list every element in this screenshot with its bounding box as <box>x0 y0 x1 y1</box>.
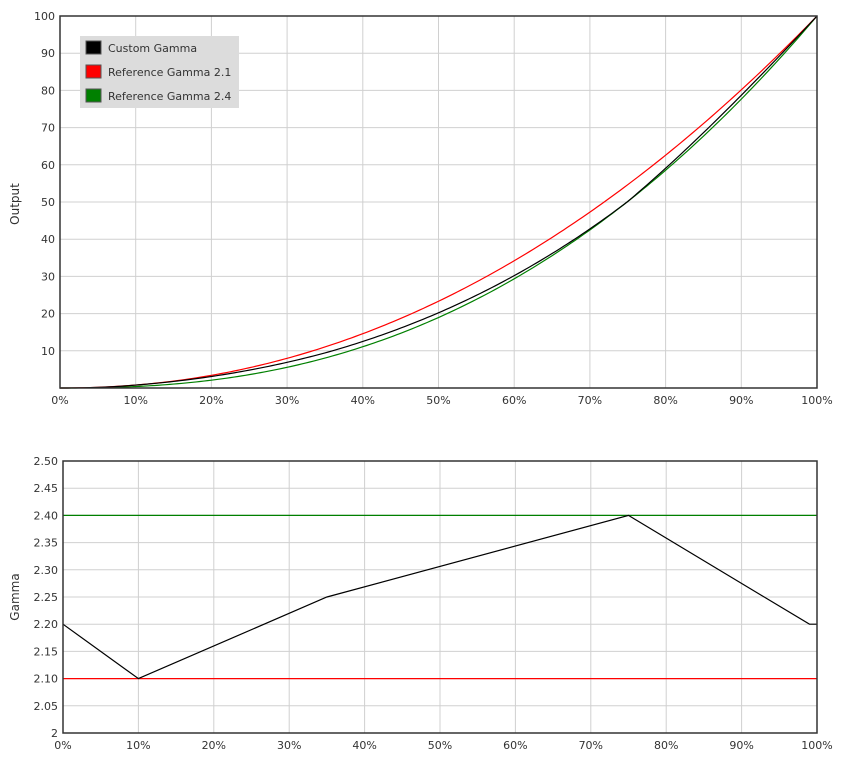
gamma-y-tick-label: 2.35 <box>34 537 59 550</box>
legend-swatch-custom <box>85 40 102 55</box>
output-y-tick-label: 80 <box>41 84 55 97</box>
gamma-x-ticks: 0% 10% 20% 30% 40% 50% 60% 70% 80% 90% 100% <box>54 739 832 752</box>
legend-label-custom: Custom Gamma <box>108 42 197 55</box>
output-y-tick-label: 40 <box>41 233 55 246</box>
gamma-line-custom <box>62 514 817 680</box>
output-x-tick-label: 20% <box>199 394 223 407</box>
legend-swatch-gamma-2-1 <box>85 64 102 79</box>
gamma-y-tick-label: 2.40 <box>34 509 59 522</box>
gamma-x-tick-label: 80% <box>654 739 678 752</box>
gamma-y-tick-label: 2.30 <box>34 564 59 577</box>
output-x-tick-label: 100% <box>801 394 832 407</box>
legend-swatch-gamma-2-4 <box>85 88 102 103</box>
output-x-tick-label: 50% <box>426 394 450 407</box>
gamma-x-tick-label: 70% <box>579 739 603 752</box>
output-y-tick-label: 20 <box>41 308 55 321</box>
output-x-ticks: 0% 10% 20% 30% 40% 50% 60% 70% 80% 90% 100% <box>51 394 832 407</box>
output-axis-title: Output <box>8 183 22 225</box>
gamma-x-tick-label: 40% <box>352 739 376 752</box>
gamma-series <box>62 514 817 680</box>
legend-item-gamma-2-4: Reference Gamma 2.4 <box>85 88 231 103</box>
output-y-tick-label: 50 <box>41 196 55 209</box>
gamma-y-tick-label: 2.15 <box>34 645 59 658</box>
gamma-y-tick-label: 2.05 <box>34 700 59 713</box>
output-x-tick-label: 30% <box>275 394 299 407</box>
legend-item-gamma-2-1: Reference Gamma 2.1 <box>85 64 231 79</box>
gamma-axis-title: Gamma <box>8 573 22 620</box>
legend-label-gamma-2-4: Reference Gamma 2.4 <box>108 90 231 103</box>
output-x-tick-label: 40% <box>351 394 375 407</box>
legend-background <box>80 36 239 108</box>
gamma-y-tick-label: 2.20 <box>34 618 59 631</box>
output-x-tick-label: 10% <box>123 394 147 407</box>
output-y-tick-label: 60 <box>41 159 55 172</box>
gamma-y-tick-label: 2.25 <box>34 591 59 604</box>
output-x-tick-label: 0% <box>51 394 68 407</box>
output-x-tick-label: 90% <box>729 394 753 407</box>
output-y-tick-label: 90 <box>41 47 55 60</box>
legend: Custom Gamma Reference Gamma 2.1 Referen… <box>80 36 239 108</box>
gamma-x-tick-label: 0% <box>54 739 71 752</box>
gamma-chart: 0% 10% 20% 30% 40% 50% 60% 70% 80% 90% 100% 22.052… <box>8 455 833 752</box>
output-series <box>59 15 818 389</box>
output-y-ticks: 10 20 30 40 50 60 70 80 90 100 <box>34 10 55 358</box>
legend-label-gamma-2-1: Reference Gamma 2.1 <box>108 66 231 79</box>
output-line-custom <box>60 15 818 389</box>
gamma-x-tick-label: 30% <box>277 739 301 752</box>
gamma-y-ticks: 2 2.05 2.10 2.15 2.20 2.25 2.30 2.35 2.40 2.45 2.5… <box>34 455 59 740</box>
output-line-gamma-2-4 <box>60 15 818 389</box>
gamma-y-tick-label: 2 <box>51 727 58 740</box>
output-x-tick-label: 60% <box>502 394 526 407</box>
gamma-x-tick-label: 100% <box>801 739 832 752</box>
output-y-tick-label: 30 <box>41 270 55 283</box>
gamma-x-tick-label: 10% <box>126 739 150 752</box>
output-y-tick-label: 100 <box>34 10 55 23</box>
gamma-y-tick-label: 2.10 <box>34 673 59 686</box>
output-y-tick-label: 10 <box>41 345 55 358</box>
legend-item-custom: Custom Gamma <box>85 40 197 55</box>
output-y-tick-label: 70 <box>41 122 55 135</box>
gamma-plot-frame <box>62 460 818 734</box>
output-x-tick-label: 70% <box>578 394 602 407</box>
gamma-y-tick-label: 2.50 <box>34 455 59 468</box>
output-plot-frame <box>59 15 818 389</box>
gamma-x-tick-label: 60% <box>503 739 527 752</box>
gamma-y-tick-label: 2.45 <box>34 482 59 495</box>
gamma-x-tick-label: 50% <box>428 739 452 752</box>
output-x-tick-label: 80% <box>653 394 677 407</box>
gamma-x-tick-label: 90% <box>729 739 753 752</box>
gamma-x-tick-label: 20% <box>202 739 226 752</box>
output-chart: 0% 10% 20% 30% 40% 50% 60% 70% 80% 90% 100% 10 20 30… <box>8 10 833 407</box>
